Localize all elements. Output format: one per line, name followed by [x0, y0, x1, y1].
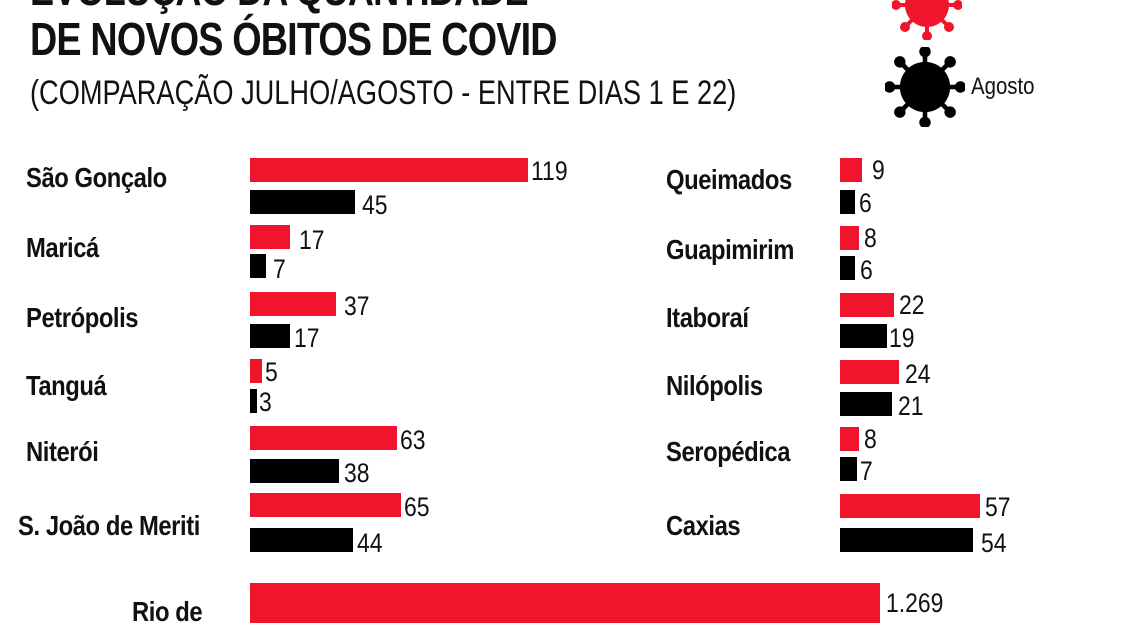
value-agosto: 6: [859, 188, 872, 218]
value-julho: 8: [864, 424, 877, 454]
bar-julho: [250, 225, 290, 249]
legend-label-agosto: Agosto: [971, 73, 1035, 100]
bar-agosto: [840, 324, 887, 348]
bar-agosto: [840, 457, 857, 481]
virus-icon-black: [885, 47, 965, 127]
value-agosto: 45: [362, 190, 388, 220]
bar-agosto: [250, 528, 353, 552]
value-agosto: 17: [294, 323, 320, 353]
bar-julho: [840, 494, 980, 518]
city-label: Niterói: [26, 436, 99, 467]
value-agosto: 6: [860, 255, 873, 285]
city-label: Nilópolis: [666, 370, 763, 401]
value-julho: 5: [265, 357, 278, 387]
value-julho: 24: [905, 359, 931, 389]
value-julho: 1.269: [886, 588, 944, 618]
bar-julho: [840, 158, 862, 182]
chart-title: DE NOVOS ÓBITOS DE COVID: [30, 13, 557, 65]
value-agosto: 21: [898, 391, 924, 421]
city-label: Guapimirim: [666, 234, 795, 265]
value-agosto: 54: [981, 528, 1007, 558]
bar-julho: [250, 583, 880, 623]
value-agosto: 7: [273, 254, 286, 284]
city-label: S. João de Meriti: [18, 510, 200, 541]
city-label: São Gonçalo: [26, 162, 167, 193]
bar-julho: [250, 493, 401, 517]
bar-agosto: [250, 190, 355, 214]
bar-agosto: [840, 190, 855, 214]
value-julho: 65: [404, 492, 430, 522]
value-julho: 22: [899, 290, 925, 320]
legend-item-agosto: Agosto: [885, 47, 1046, 127]
city-label: Petrópolis: [26, 302, 139, 333]
bar-julho: [250, 158, 528, 182]
bar-agosto: [840, 256, 855, 280]
value-julho: 57: [985, 492, 1011, 522]
city-label: Queimados: [666, 164, 792, 195]
city-label: Tanguá: [26, 370, 107, 401]
bar-agosto: [840, 392, 892, 416]
bar-agosto: [250, 324, 290, 348]
value-julho: 8: [864, 223, 877, 253]
city-label: Seropédica: [666, 436, 791, 467]
virus-icon-red: [892, 0, 962, 40]
value-agosto: 3: [259, 387, 272, 417]
city-label: Maricá: [26, 232, 99, 263]
value-agosto: 19: [889, 323, 915, 353]
bar-julho: [250, 359, 262, 383]
chart-subtitle: (COMPARAÇÃO JULHO/AGOSTO - ENTRE DIAS 1 …: [30, 74, 737, 112]
value-agosto: 38: [344, 458, 370, 488]
value-agosto: 7: [860, 456, 873, 486]
city-label: Caxias: [666, 510, 741, 541]
bar-julho: [840, 360, 899, 384]
value-julho: 9: [872, 155, 885, 185]
value-agosto: 44: [357, 528, 383, 558]
bar-julho: [250, 292, 336, 316]
value-julho: 63: [400, 425, 426, 455]
bar-julho: [840, 293, 894, 317]
bar-agosto: [250, 389, 257, 413]
title-partial-line: EVOLUÇÃO DA QUANTIDADE: [30, 0, 529, 16]
city-label: Rio de: [132, 596, 203, 627]
bar-julho: [840, 427, 859, 451]
value-julho: 17: [299, 225, 325, 255]
bar-julho: [840, 226, 859, 250]
value-julho: 37: [344, 291, 370, 321]
bar-julho: [250, 426, 397, 450]
bar-agosto: [250, 459, 339, 483]
bar-agosto: [250, 254, 266, 278]
city-label: Itaboraí: [666, 302, 749, 333]
bar-agosto: [840, 528, 973, 552]
legend-item-julho: [892, 0, 962, 40]
value-julho: 119: [531, 156, 568, 186]
